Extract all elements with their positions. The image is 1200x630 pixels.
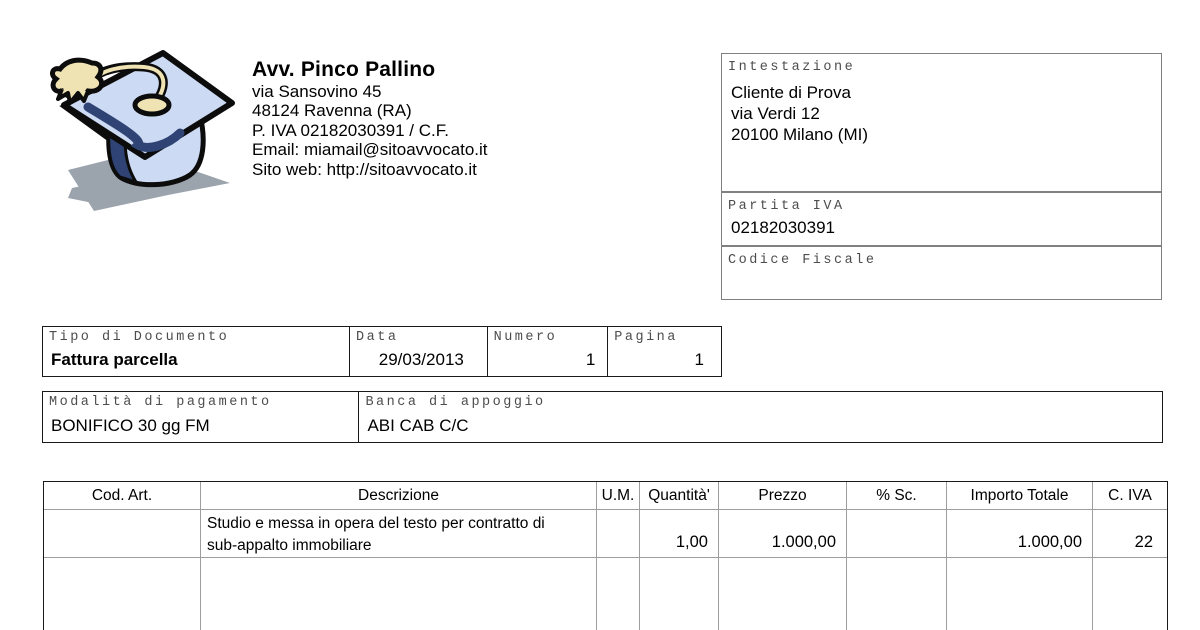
document-date-value: 29/03/2013: [378, 350, 464, 369]
col-header-importo-totale: Importo Totale: [947, 482, 1093, 509]
col-header-um: U.M.: [597, 482, 640, 509]
item-um: [597, 510, 640, 557]
bank-cell: Banca di appoggio ABI CAB C/C: [359, 392, 1162, 442]
item-c-iva: 22: [1134, 533, 1153, 551]
seller-name: Avv. Pinco Pallino: [252, 58, 436, 81]
recipient-street: via Verdi 12: [731, 104, 820, 123]
item-perc-sc: [847, 510, 947, 557]
document-page-value: 1: [694, 350, 704, 369]
empty-item-row: [44, 558, 1167, 630]
item-description: Studio e messa in opera del testo per co…: [207, 515, 545, 554]
recipient-header-label: Intestazione: [728, 60, 856, 75]
bank-label: Banca di appoggio: [365, 395, 546, 410]
item-cod-art: [44, 510, 201, 557]
seller-address-line: via Sansovino 45: [252, 82, 382, 101]
seller-vat-line: P. IVA 02182030391 / C.F.: [252, 120, 449, 140]
recipient-address: Cliente di Prova via Verdi 12 20100 Mila…: [731, 82, 1153, 145]
vat-label: Partita IVA: [728, 199, 845, 214]
vat-value: 02182030391: [731, 218, 836, 237]
document-info-table: Tipo di Documento Fattura parcella Data …: [42, 326, 722, 377]
document-date-cell: Data 29/03/2013: [350, 327, 488, 376]
items-table: Cod. Art. Descrizione U.M. Quantità' Pre…: [43, 481, 1168, 630]
document-number-label: Numero: [493, 330, 558, 345]
document-type-value: Fattura parcella: [51, 350, 178, 369]
col-header-perc-sc: % Sc.: [847, 482, 947, 509]
seller-block: Avv. Pinco Pallino via Sansovino 45 4812…: [252, 57, 488, 179]
seller-address-line: 48124 Ravenna (RA): [252, 101, 412, 121]
document-number-value: 1: [585, 350, 596, 369]
document-type-cell: Tipo di Documento Fattura parcella: [43, 327, 351, 376]
col-header-c-iva: C. IVA: [1108, 486, 1152, 504]
item-row: Studio e messa in opera del testo per co…: [44, 510, 1167, 558]
col-header-cod-art: Cod. Art.: [44, 482, 201, 509]
recipient-section: Intestazione Cliente di Prova via Verdi …: [722, 54, 1161, 191]
fiscal-code-label: Codice Fiscale: [728, 253, 877, 268]
document-number-cell: Numero 1: [488, 327, 609, 376]
col-header-quantita: Quantità': [640, 482, 719, 509]
payment-method-value: BONIFICO 30 gg FM: [51, 416, 210, 435]
item-quantita: 1,00: [640, 510, 719, 557]
payment-method-label: Modalità di pagamento: [49, 395, 272, 410]
fiscal-code-section: Codice Fiscale: [722, 245, 1161, 299]
payment-method-cell: Modalità di pagamento BONIFICO 30 gg FM: [43, 392, 360, 442]
recipient-name: Cliente di Prova: [731, 83, 852, 102]
items-header-row: Cod. Art. Descrizione U.M. Quantità' Pre…: [44, 482, 1167, 510]
seller-website-line: Sito web: http://sitoavvocato.it: [252, 159, 477, 179]
recipient-city: 20100 Milano (MI): [731, 125, 869, 144]
payment-info-table: Modalità di pagamento BONIFICO 30 gg FM …: [42, 391, 1163, 443]
col-header-descrizione: Descrizione: [201, 482, 597, 509]
item-importo-totale: 1.000,00: [947, 510, 1093, 557]
col-header-prezzo: Prezzo: [719, 482, 847, 509]
bank-value: ABI CAB C/C: [367, 416, 469, 435]
recipient-box: Intestazione Cliente di Prova via Verdi …: [721, 53, 1162, 300]
item-description-cell: Studio e messa in opera del testo per co…: [201, 510, 597, 557]
document-page-label: Pagina: [614, 330, 678, 345]
document-type-label: Tipo di Documento: [49, 330, 230, 345]
item-prezzo: 1.000,00: [719, 510, 847, 557]
document-date-label: Data: [356, 330, 399, 345]
document-page-cell: Pagina 1: [608, 327, 721, 376]
vat-section: Partita IVA 02182030391: [722, 191, 1161, 245]
graduation-cap-logo-icon: [50, 50, 235, 211]
seller-email-line: Email: miamail@sitoavvocato.it: [252, 140, 488, 160]
